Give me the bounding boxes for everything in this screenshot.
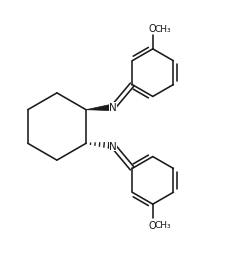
Polygon shape	[86, 105, 113, 111]
Text: O: O	[149, 24, 157, 34]
Text: N: N	[109, 141, 117, 151]
Text: CH₃: CH₃	[154, 220, 171, 229]
Text: N: N	[109, 103, 117, 113]
Text: O: O	[149, 220, 157, 230]
Text: CH₃: CH₃	[154, 25, 171, 34]
